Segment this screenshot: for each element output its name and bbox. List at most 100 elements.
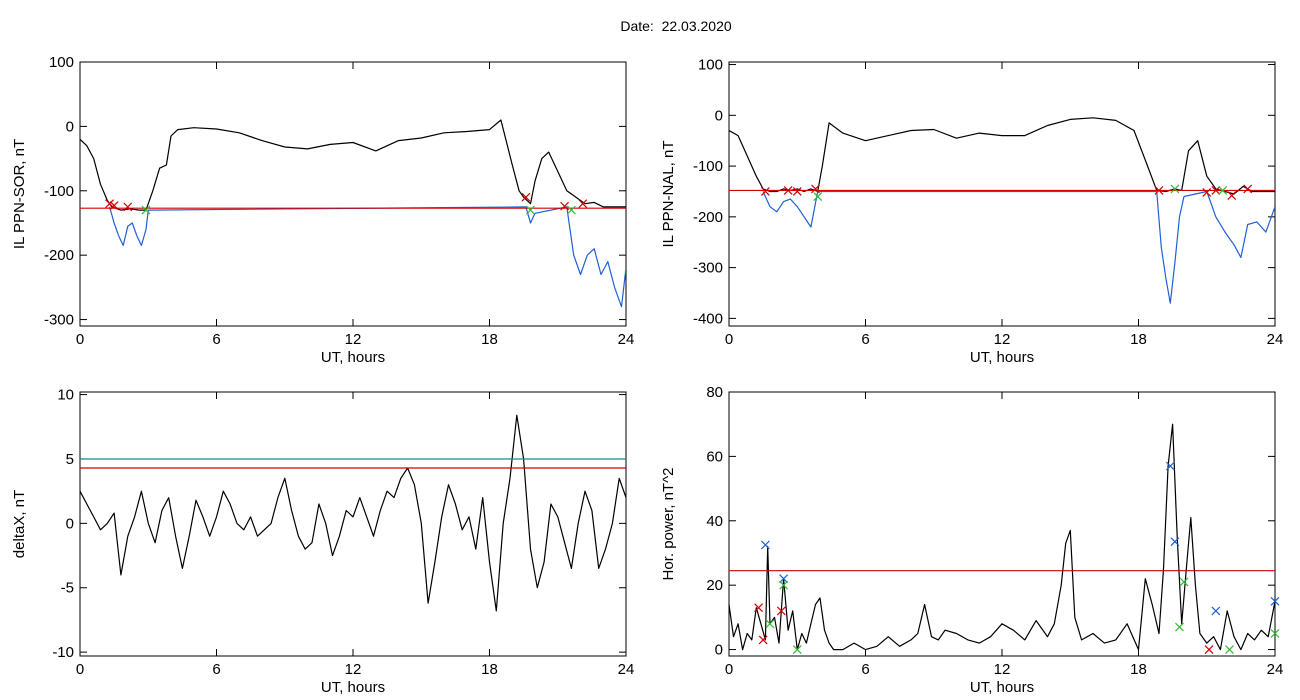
x-axis-label: UT, hours <box>321 349 385 366</box>
cross-marker <box>792 645 802 654</box>
cross-marker <box>105 199 114 209</box>
cross-marker-stroke <box>765 619 775 629</box>
cross-marker <box>760 540 770 550</box>
y-tick-label: -300 <box>693 260 723 277</box>
x-tick-label: 12 <box>345 661 362 678</box>
cross-marker <box>1175 622 1184 632</box>
cross-marker-stroke <box>760 187 770 196</box>
cross-marker-stroke <box>1227 191 1237 200</box>
cross-marker <box>123 202 133 212</box>
x-axis-label: UT, hours <box>321 679 385 696</box>
x-tick-label: 6 <box>861 331 869 348</box>
x-tick-label: 0 <box>725 661 733 678</box>
y-tick-label: 60 <box>706 448 723 465</box>
cross-marker <box>813 192 823 201</box>
cross-marker-stroke <box>779 574 789 584</box>
y-axis-label: IL PPN-NAL, nT <box>660 141 677 248</box>
x-tick-label: 0 <box>76 331 84 348</box>
x-tick-label: 18 <box>481 661 498 678</box>
plot-area <box>80 414 626 612</box>
series-line-2 <box>762 190 1275 304</box>
y-tick-label: 100 <box>698 57 723 74</box>
cross-marker <box>1225 645 1234 654</box>
cross-marker <box>566 205 576 215</box>
cross-marker <box>1211 186 1221 195</box>
y-tick-label: 20 <box>706 577 723 594</box>
chart-panel-3: 0 6 12 18 24 10 5 0 -5 -10 UT, hours deltaX, nT <box>11 387 634 696</box>
x-tick-label: 24 <box>1267 661 1284 678</box>
cross-marker-stroke <box>779 580 789 590</box>
y-axis-label: IL PPN-SOR, nT <box>11 139 28 249</box>
chart-panel-2: 0 6 12 18 24 100 0 -100 -200 -300 -400 UT, hours IL … <box>660 57 1283 366</box>
y-tick-label: 100 <box>49 54 74 71</box>
cross-marker <box>526 205 535 215</box>
plot-frame <box>79 391 627 657</box>
cross-marker <box>521 192 531 202</box>
cross-marker-stroke <box>141 205 151 215</box>
cross-marker-stroke <box>760 540 770 550</box>
cross-marker <box>776 606 786 616</box>
cross-marker-stroke <box>811 184 820 194</box>
cross-marker <box>1204 645 1214 654</box>
plot-area <box>729 117 1275 304</box>
y-tick-label: 40 <box>706 513 723 530</box>
cross-marker-stroke <box>1170 184 1180 194</box>
cross-marker-stroke <box>1170 537 1180 547</box>
cross-marker <box>811 184 820 194</box>
cross-marker <box>792 187 802 196</box>
y-axis-label: deltaX, nT <box>11 490 28 558</box>
cross-marker-stroke <box>783 186 793 195</box>
y-tick-label: -200 <box>44 247 74 264</box>
x-tick-label: 18 <box>1130 661 1147 678</box>
y-tick-label: 0 <box>715 107 723 124</box>
y-tick-label: 5 <box>66 451 74 468</box>
cross-marker <box>560 201 569 211</box>
cross-marker <box>1211 606 1221 616</box>
cross-marker <box>758 635 768 645</box>
cross-marker-stroke <box>1204 645 1214 654</box>
y-tick-label: 0 <box>66 118 74 135</box>
cross-marker-stroke <box>578 199 588 209</box>
cross-marker-stroke <box>1243 184 1253 194</box>
x-tick-label: 6 <box>861 661 869 678</box>
cross-marker-stroke <box>526 205 535 215</box>
cross-marker-stroke <box>1175 622 1184 632</box>
cross-marker <box>1170 184 1180 194</box>
cross-marker <box>783 186 793 195</box>
cross-marker <box>109 201 119 211</box>
x-tick-label: 6 <box>212 331 220 348</box>
cross-marker-stroke <box>560 201 569 211</box>
cross-marker <box>760 187 770 196</box>
series-line-1 <box>80 119 626 211</box>
y-tick-label: 0 <box>715 642 723 659</box>
x-tick-label: 18 <box>1130 331 1147 348</box>
cross-marker-stroke <box>754 603 763 613</box>
plot-area <box>729 423 1275 651</box>
cross-marker-stroke <box>123 202 133 212</box>
x-tick-label: 24 <box>618 331 635 348</box>
cross-marker <box>765 619 775 629</box>
x-tick-label: 24 <box>1267 331 1284 348</box>
cross-marker-stroke <box>758 635 768 645</box>
cross-marker-stroke <box>1202 188 1212 197</box>
series-line-2 <box>109 206 626 308</box>
x-tick-label: 24 <box>618 661 635 678</box>
x-tick-label: 0 <box>725 331 733 348</box>
y-tick-label: -300 <box>44 312 74 329</box>
page-title: Date: 22.03.2020 <box>620 18 732 34</box>
y-tick-label: -5 <box>61 580 74 597</box>
y-axis-label: Hor. power, nT^2 <box>660 468 677 581</box>
cross-marker-stroke <box>1270 596 1280 606</box>
cross-marker <box>578 199 588 209</box>
x-tick-label: 18 <box>481 331 498 348</box>
series-line-1 <box>80 414 626 612</box>
chart-panel-1: 0 6 12 18 24 100 0 -100 -200 -300 UT, hours IL PPN-… <box>11 54 634 366</box>
series-line-1 <box>729 423 1275 651</box>
cross-marker-stroke <box>1211 186 1221 195</box>
cross-marker <box>779 574 789 584</box>
x-tick-label: 12 <box>994 661 1011 678</box>
cross-marker <box>1154 186 1164 195</box>
cross-marker <box>1179 577 1189 587</box>
x-tick-label: 0 <box>76 661 84 678</box>
y-tick-label: 80 <box>706 384 723 401</box>
